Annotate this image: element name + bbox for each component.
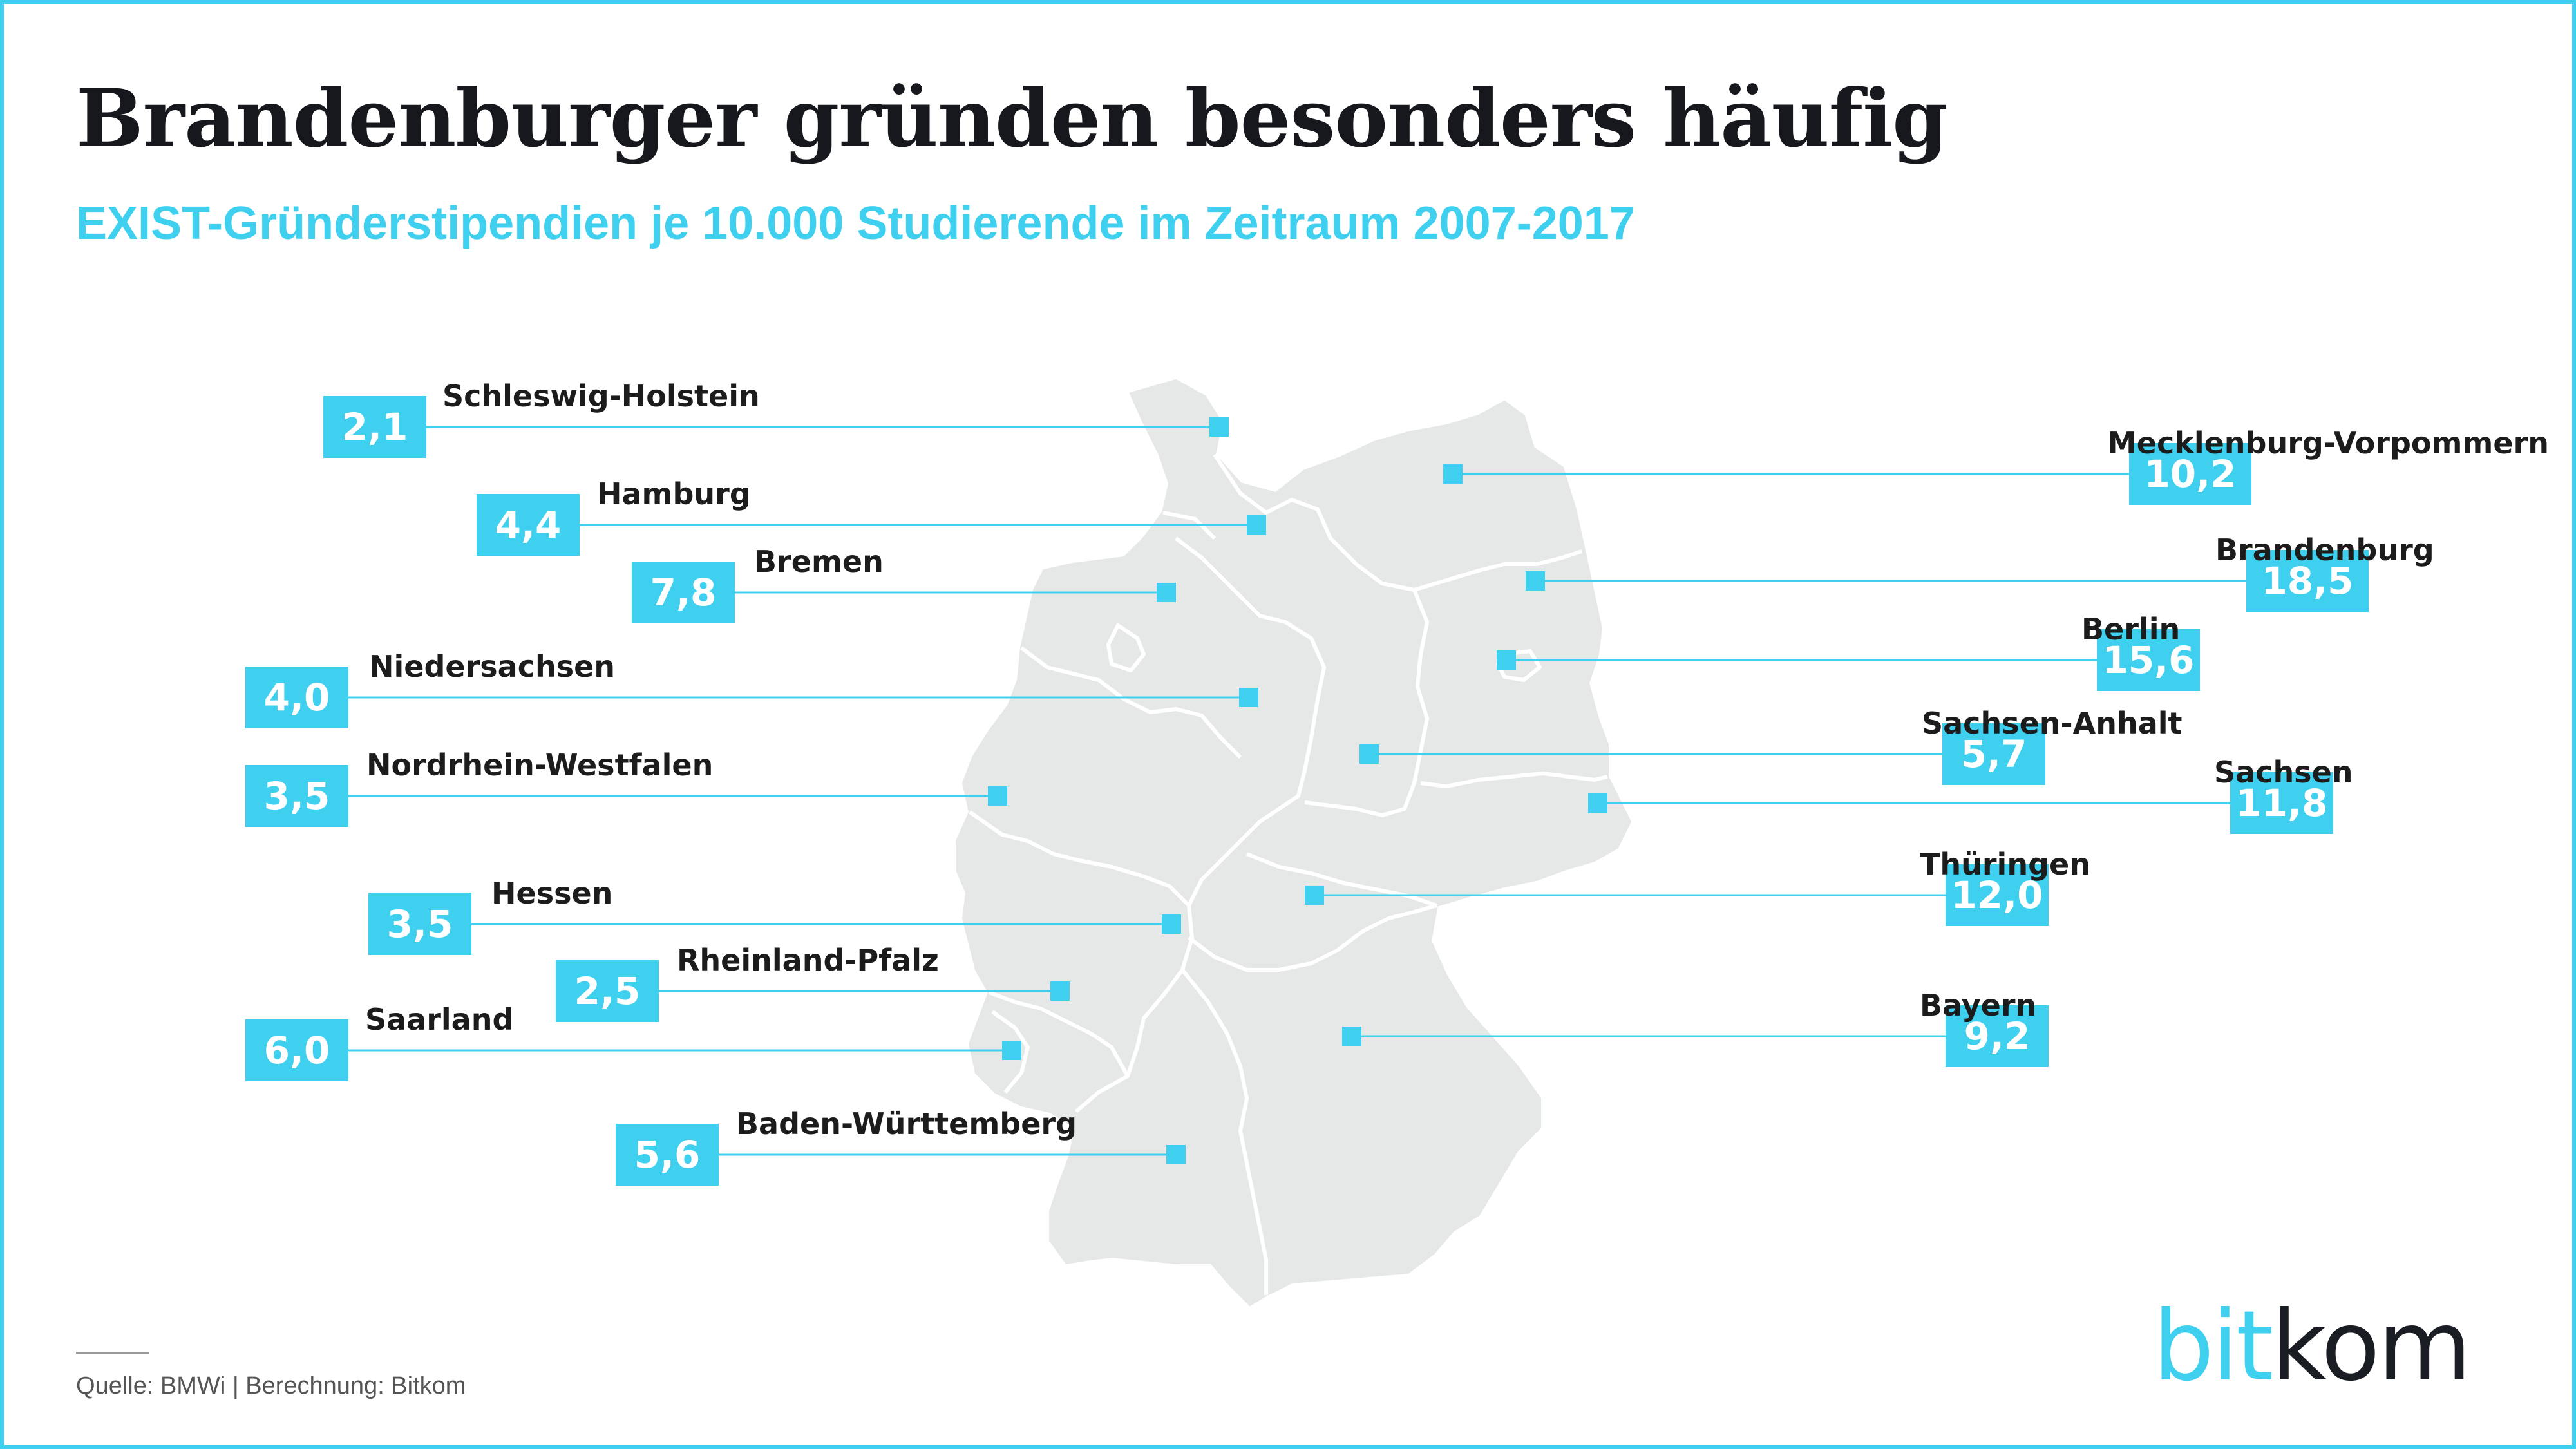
value-sachsen-anhalt: 5,7 (1961, 732, 2027, 776)
label-schleswig-holstein: Schleswig-Holstein (442, 379, 760, 413)
label-hessen: Hessen (491, 876, 612, 911)
marker-mecklenburg-vorpommern (1443, 464, 1463, 484)
value-box-saarland (245, 1019, 348, 1081)
value-bayern: 9,2 (1964, 1014, 2031, 1058)
value-hessen: 3,5 (387, 902, 453, 946)
callout-schleswig-holstein: 2,1 Schleswig-Holstein (323, 379, 1229, 458)
value-schleswig-holstein: 2,1 (342, 405, 408, 449)
callout-hamburg: 4,4 Hamburg (477, 477, 1266, 556)
value-berlin: 15,6 (2102, 638, 2194, 682)
marker-nordrhein-westfalen (988, 786, 1007, 806)
callout-saarland: 6,0 Saarland (245, 1002, 1021, 1081)
callout-baden-wuerttemberg: 5,6 Baden-Württemberg (616, 1106, 1186, 1186)
label-bayern: Bayern (1920, 988, 2036, 1023)
source-divider (76, 1352, 149, 1354)
marker-brandenburg (1526, 571, 1545, 591)
value-baden-wuerttemberg: 5,6 (634, 1133, 701, 1177)
value-hamburg: 4,4 (495, 503, 562, 547)
logo-part-bit: bit (2152, 1291, 2274, 1403)
marker-baden-wuerttemberg (1166, 1145, 1186, 1164)
value-box-sachsen-anhalt (1942, 723, 2045, 785)
label-nordrhein-westfalen: Nordrhein-Westfalen (366, 748, 713, 782)
label-sachsen-anhalt: Sachsen-Anhalt (1922, 706, 2183, 741)
value-box-bayern (1946, 1005, 2049, 1067)
state-borders (969, 453, 1608, 1295)
marker-bayern (1342, 1027, 1361, 1046)
value-box-bremen (632, 562, 735, 623)
callout-rheinland-pfalz: 2,5 Rheinland-Pfalz (556, 943, 1070, 1022)
value-box-mecklenburg-vorpommern (2129, 443, 2251, 505)
value-box-niedersachsen (245, 667, 348, 728)
marker-hamburg (1247, 515, 1266, 535)
germany-map: 2,1 Schleswig-Holstein 4,4 Hamburg 7,8 Bremen… (245, 379, 2549, 1307)
value-box-baden-wuerttemberg (616, 1124, 719, 1186)
source-note: Quelle: BMWi | Berechnung: Bitkom (76, 1372, 466, 1399)
value-box-sachsen (2230, 772, 2333, 834)
value-saarland: 6,0 (264, 1028, 330, 1072)
marker-berlin (1497, 650, 1516, 670)
value-thueringen: 12,0 (1951, 873, 2043, 917)
value-brandenburg: 18,5 (2261, 559, 2353, 603)
label-niedersachsen: Niedersachsen (369, 649, 615, 684)
value-box-nordrhein-westfalen (245, 765, 348, 827)
label-hamburg: Hamburg (597, 477, 751, 511)
marker-hessen (1162, 914, 1181, 934)
marker-saarland (1002, 1041, 1021, 1060)
value-nordrhein-westfalen: 3,5 (264, 774, 330, 818)
marker-niedersachsen (1239, 688, 1258, 707)
marker-bremen (1157, 583, 1176, 602)
value-mecklenburg-vorpommern: 10,2 (2144, 452, 2236, 496)
label-bremen: Bremen (754, 544, 884, 579)
value-box-hamburg (477, 494, 580, 556)
callout-hessen: 3,5 Hessen (368, 876, 1181, 955)
bitkom-logo: bitkom (2153, 1298, 2472, 1395)
value-box-thueringen (1946, 864, 2049, 926)
label-thueringen: Thüringen (1920, 847, 2090, 882)
callout-niedersachsen: 4,0 Niedersachsen (245, 649, 1258, 728)
value-box-brandenburg (2246, 550, 2369, 612)
label-berlin: Berlin (2081, 612, 2180, 647)
label-saarland: Saarland (365, 1002, 513, 1037)
value-niedersachsen: 4,0 (264, 676, 330, 719)
callout-nordrhein-westfalen: 3,5 Nordrhein-Westfalen (245, 748, 1007, 827)
label-mecklenburg-vorpommern: Mecklenburg-Vorpommern (2107, 426, 2549, 460)
label-rheinland-pfalz: Rheinland-Pfalz (677, 943, 939, 978)
page-subtitle: EXIST-Gründerstipendien je 10.000 Studie… (76, 198, 1635, 249)
logo-part-kom: kom (2271, 1291, 2472, 1403)
label-brandenburg: Brandenburg (2215, 533, 2434, 567)
value-box-schleswig-holstein (323, 396, 426, 458)
map-shapes (956, 379, 1632, 1307)
state-callouts: 2,1 Schleswig-Holstein 4,4 Hamburg 7,8 Bremen… (245, 379, 2549, 1186)
marker-sachsen (1588, 793, 1607, 813)
page-title: Brandenburger gründen besonders häufig (76, 72, 1948, 166)
value-rheinland-pfalz: 2,5 (574, 969, 641, 1013)
marker-thueringen (1305, 886, 1324, 905)
value-box-hessen (368, 893, 471, 955)
germany-outline (956, 379, 1632, 1307)
label-baden-wuerttemberg: Baden-Württemberg (736, 1106, 1077, 1141)
label-sachsen: Sachsen (2214, 755, 2353, 790)
value-box-rheinland-pfalz (556, 960, 659, 1022)
marker-sachsen-anhalt (1359, 744, 1379, 764)
callout-bremen: 7,8 Bremen (632, 544, 1176, 623)
value-box-berlin (2097, 629, 2200, 691)
marker-rheinland-pfalz (1050, 981, 1070, 1001)
value-bremen: 7,8 (650, 571, 717, 614)
marker-schleswig-holstein (1209, 417, 1229, 437)
value-sachsen: 11,8 (2235, 781, 2327, 825)
